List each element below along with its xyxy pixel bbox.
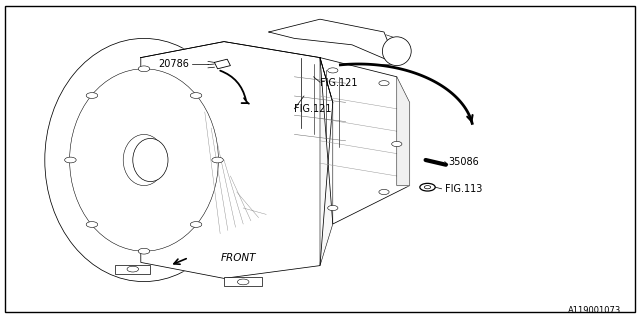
Ellipse shape: [237, 279, 249, 285]
Polygon shape: [269, 19, 397, 64]
Ellipse shape: [138, 66, 150, 72]
Text: 35086: 35086: [448, 156, 479, 167]
Polygon shape: [320, 58, 333, 266]
Ellipse shape: [379, 189, 389, 195]
Ellipse shape: [328, 68, 338, 73]
Ellipse shape: [86, 222, 98, 228]
Polygon shape: [141, 42, 333, 278]
Ellipse shape: [127, 266, 138, 272]
Polygon shape: [214, 59, 230, 69]
Ellipse shape: [45, 38, 243, 282]
Text: 20786: 20786: [158, 59, 189, 69]
Bar: [115, 265, 150, 274]
Ellipse shape: [328, 205, 338, 211]
Bar: [224, 277, 262, 286]
Ellipse shape: [133, 139, 168, 182]
Ellipse shape: [86, 92, 98, 98]
Ellipse shape: [424, 186, 431, 189]
Ellipse shape: [383, 37, 412, 66]
Polygon shape: [397, 77, 410, 186]
Ellipse shape: [138, 248, 150, 254]
Ellipse shape: [190, 92, 202, 98]
Text: FIG.113: FIG.113: [445, 184, 482, 194]
Ellipse shape: [379, 81, 389, 86]
Ellipse shape: [190, 222, 202, 228]
Ellipse shape: [65, 157, 76, 163]
Ellipse shape: [123, 134, 165, 186]
Text: FIG.121: FIG.121: [294, 104, 332, 114]
Polygon shape: [320, 58, 410, 224]
Text: A119001073: A119001073: [568, 306, 621, 315]
Ellipse shape: [420, 183, 435, 191]
Text: FIG.121: FIG.121: [320, 78, 358, 88]
Ellipse shape: [392, 141, 402, 147]
Text: FRONT: FRONT: [221, 252, 256, 263]
Ellipse shape: [212, 157, 223, 163]
Ellipse shape: [70, 69, 218, 251]
